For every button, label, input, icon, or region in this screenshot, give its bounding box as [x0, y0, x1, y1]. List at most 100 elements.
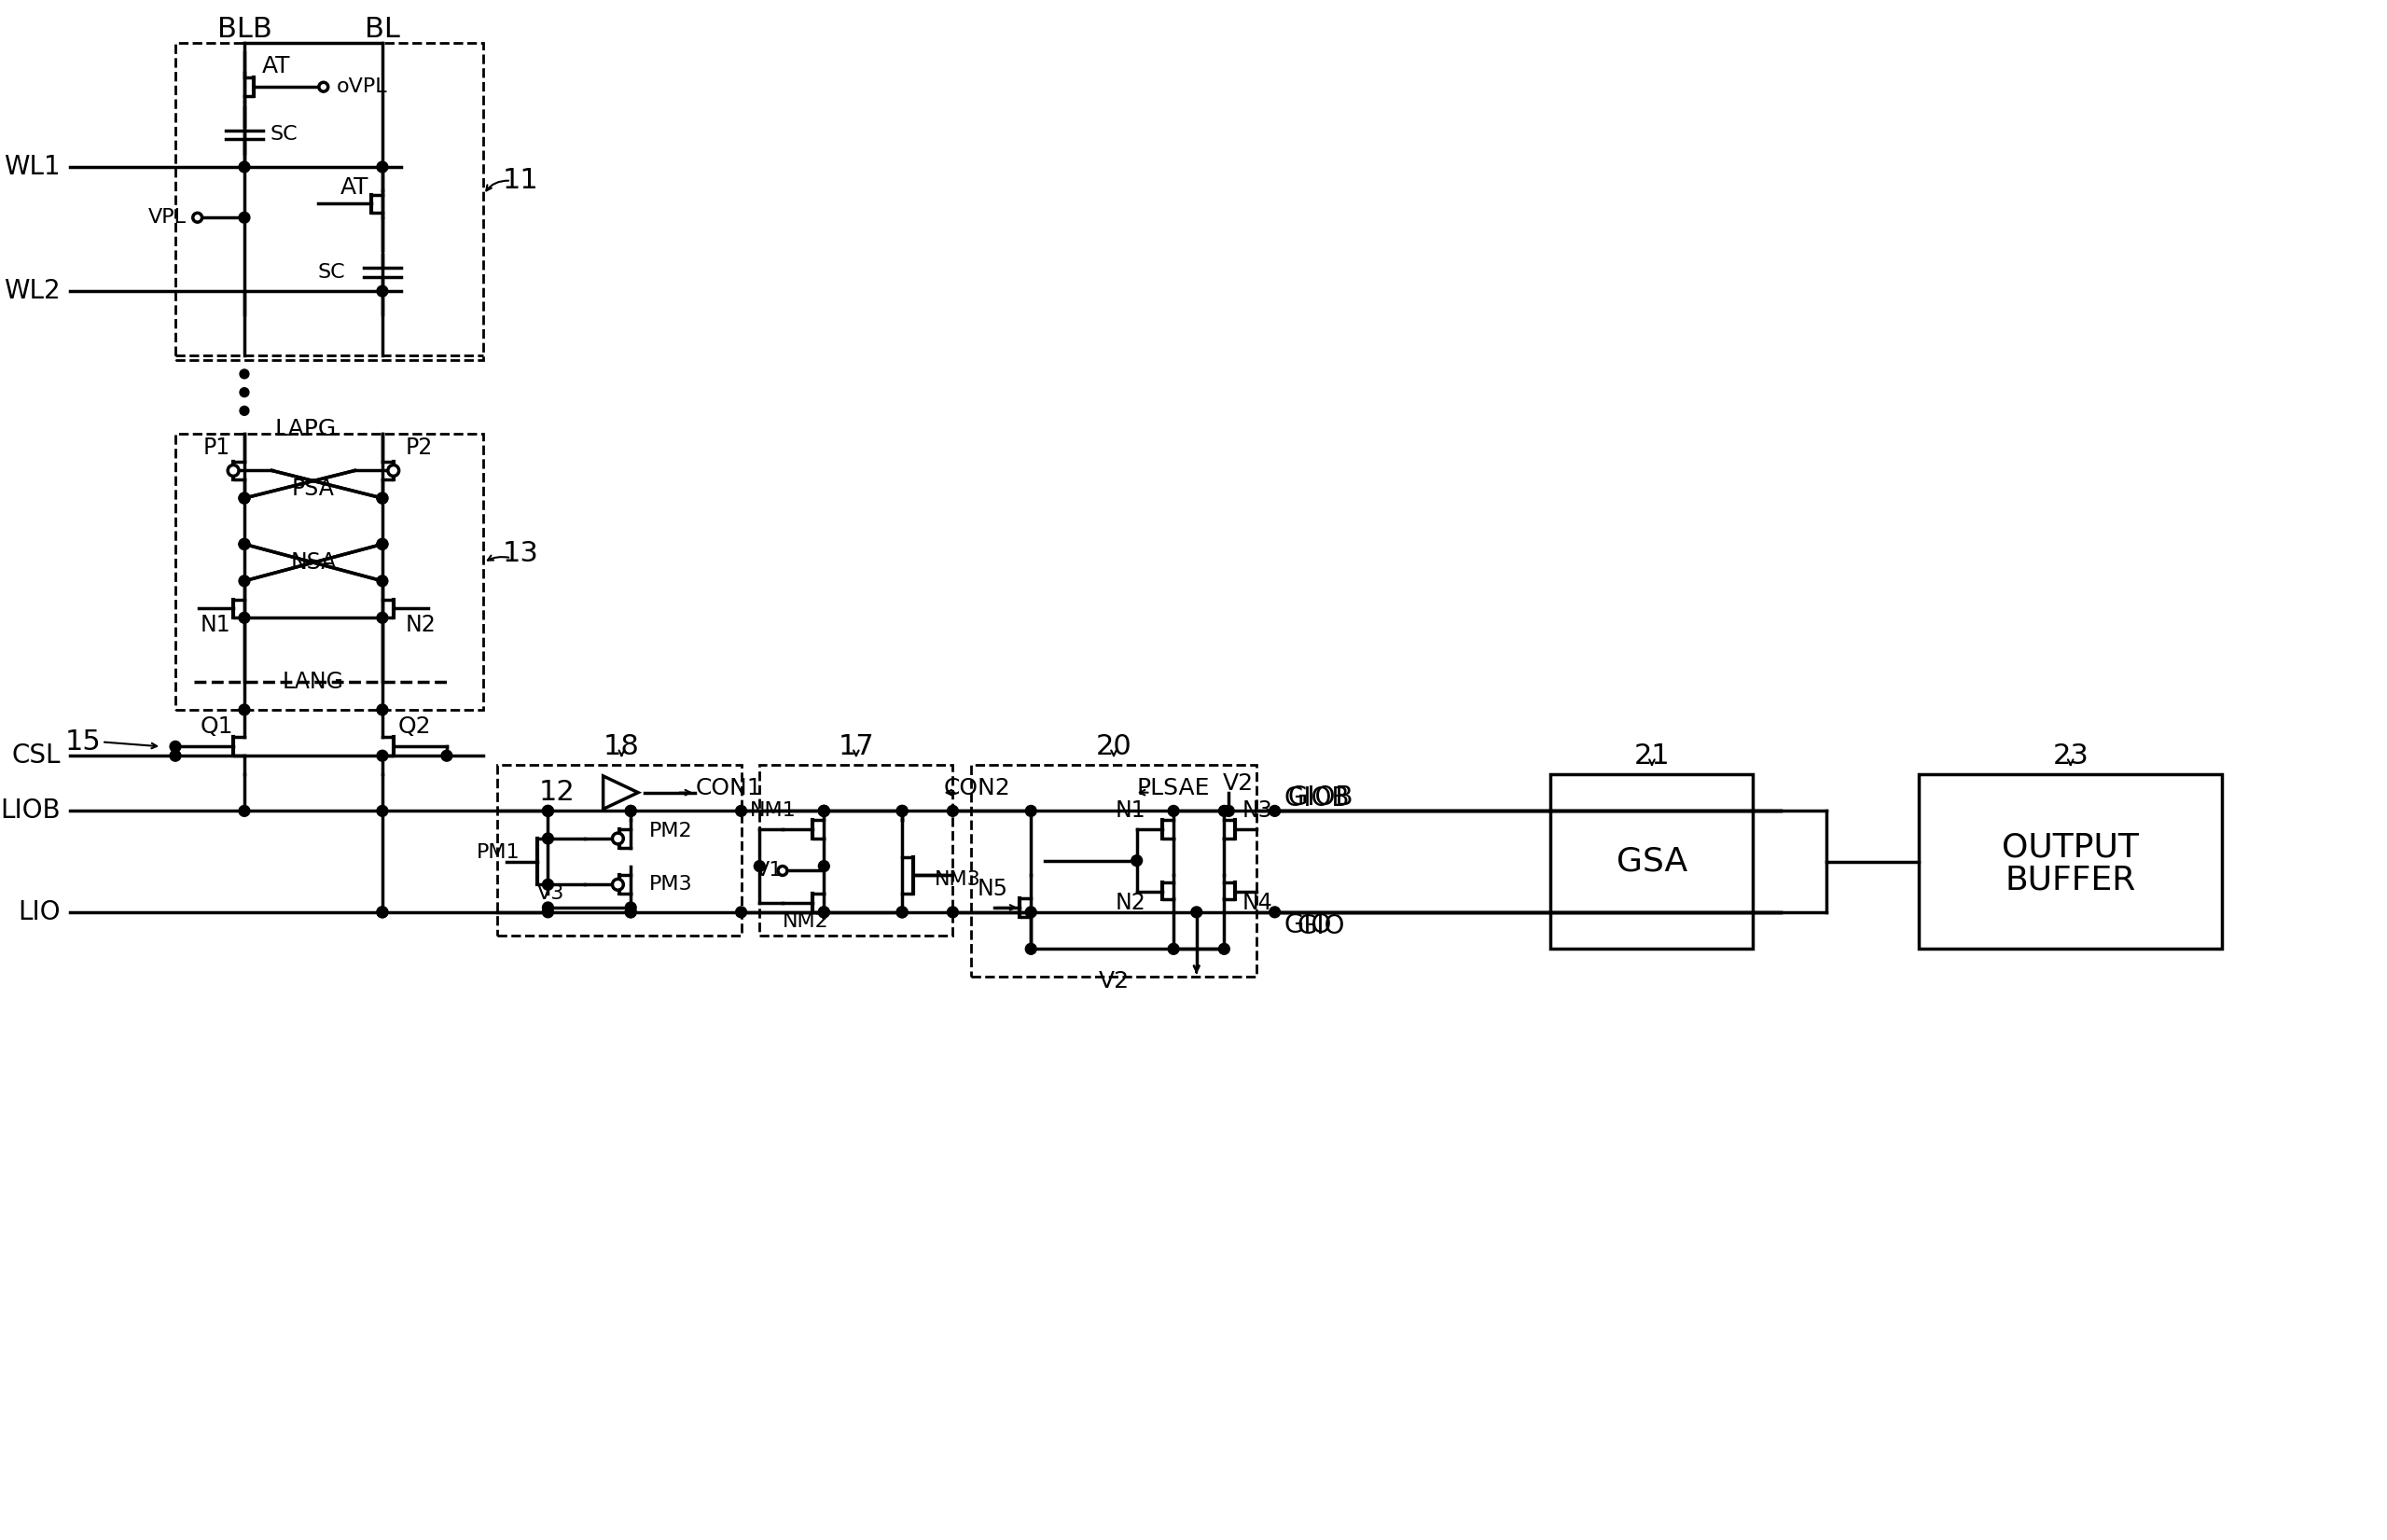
Circle shape	[1026, 907, 1036, 918]
Text: V2: V2	[1222, 772, 1253, 795]
Circle shape	[377, 704, 387, 715]
Circle shape	[377, 162, 387, 172]
Circle shape	[625, 907, 637, 918]
Circle shape	[169, 741, 181, 752]
Text: CON1: CON1	[695, 776, 761, 799]
Circle shape	[377, 493, 387, 504]
Circle shape	[239, 213, 251, 223]
Text: N2: N2	[406, 614, 437, 636]
Circle shape	[193, 213, 203, 222]
Text: BUFFER: BUFFER	[2005, 864, 2136, 896]
Circle shape	[169, 750, 181, 761]
Bar	[174, 434, 485, 710]
Text: V2: V2	[1098, 970, 1129, 992]
Text: LIO: LIO	[19, 899, 60, 926]
Circle shape	[819, 805, 828, 816]
Text: 17: 17	[838, 733, 874, 761]
Circle shape	[1222, 805, 1234, 816]
Text: GIO: GIO	[1296, 913, 1344, 939]
Text: 13: 13	[501, 541, 539, 567]
Circle shape	[898, 805, 907, 816]
Circle shape	[377, 539, 387, 550]
Text: 18: 18	[604, 733, 640, 761]
Circle shape	[239, 162, 251, 172]
Circle shape	[898, 907, 907, 918]
Circle shape	[377, 576, 387, 587]
Circle shape	[387, 465, 399, 476]
Bar	[174, 43, 485, 360]
Circle shape	[542, 879, 554, 890]
Circle shape	[377, 539, 387, 550]
Text: N4: N4	[1244, 892, 1272, 915]
Bar	[972, 765, 1256, 976]
Circle shape	[239, 539, 251, 550]
Circle shape	[239, 539, 251, 550]
Text: 21: 21	[1633, 742, 1671, 770]
Circle shape	[625, 805, 637, 816]
Text: Q1: Q1	[201, 715, 234, 738]
Circle shape	[1220, 944, 1229, 955]
Text: 15: 15	[64, 728, 100, 756]
Circle shape	[542, 833, 554, 844]
Text: AT: AT	[341, 176, 370, 199]
Circle shape	[239, 704, 251, 715]
Text: P2: P2	[406, 436, 432, 459]
Circle shape	[819, 907, 828, 918]
Text: PLSAE: PLSAE	[1136, 776, 1210, 799]
Circle shape	[320, 82, 327, 91]
Circle shape	[542, 805, 554, 816]
Circle shape	[1220, 805, 1229, 816]
Text: Q2: Q2	[399, 715, 432, 738]
Text: GIOB: GIOB	[1284, 785, 1349, 812]
Circle shape	[377, 750, 387, 761]
Text: CSL: CSL	[12, 742, 60, 768]
Circle shape	[625, 907, 637, 918]
Circle shape	[898, 805, 907, 816]
Circle shape	[1167, 944, 1179, 955]
Text: SC: SC	[270, 125, 298, 145]
Circle shape	[1026, 944, 1036, 955]
Text: LANG: LANG	[282, 671, 344, 693]
Circle shape	[625, 902, 637, 913]
Bar	[496, 765, 740, 935]
Circle shape	[227, 465, 239, 476]
Text: GSA: GSA	[1616, 845, 1688, 878]
Text: NM2: NM2	[783, 912, 828, 930]
Circle shape	[613, 879, 623, 890]
Text: OUTPUT: OUTPUT	[2003, 832, 2139, 864]
Text: CON2: CON2	[943, 776, 1010, 799]
Circle shape	[948, 805, 957, 816]
Circle shape	[898, 907, 907, 918]
Text: P1: P1	[203, 436, 232, 459]
Text: LAPG: LAPG	[275, 417, 337, 440]
Text: BL: BL	[365, 15, 401, 43]
Circle shape	[377, 285, 387, 297]
Circle shape	[377, 805, 387, 816]
Circle shape	[735, 805, 747, 816]
Circle shape	[819, 907, 828, 918]
Circle shape	[1026, 805, 1036, 816]
Circle shape	[239, 388, 248, 397]
Text: WL2: WL2	[5, 279, 60, 305]
Circle shape	[239, 805, 251, 816]
Circle shape	[377, 493, 387, 504]
Text: PM3: PM3	[649, 875, 692, 893]
Text: NSA: NSA	[291, 551, 337, 574]
Text: GIOB: GIOB	[1289, 784, 1353, 810]
Circle shape	[1191, 907, 1203, 918]
Text: N5: N5	[976, 878, 1007, 901]
Bar	[1919, 775, 2222, 949]
Circle shape	[442, 750, 451, 761]
Circle shape	[819, 805, 828, 816]
Circle shape	[239, 613, 251, 624]
Text: PM2: PM2	[649, 822, 692, 841]
Circle shape	[239, 407, 248, 416]
Text: N1: N1	[1115, 799, 1146, 822]
Text: GIO: GIO	[1284, 912, 1332, 938]
Circle shape	[1131, 855, 1143, 865]
Text: V1: V1	[754, 861, 783, 879]
Circle shape	[377, 907, 387, 918]
Circle shape	[613, 833, 623, 844]
Circle shape	[239, 576, 251, 587]
Text: LIOB: LIOB	[0, 798, 60, 824]
